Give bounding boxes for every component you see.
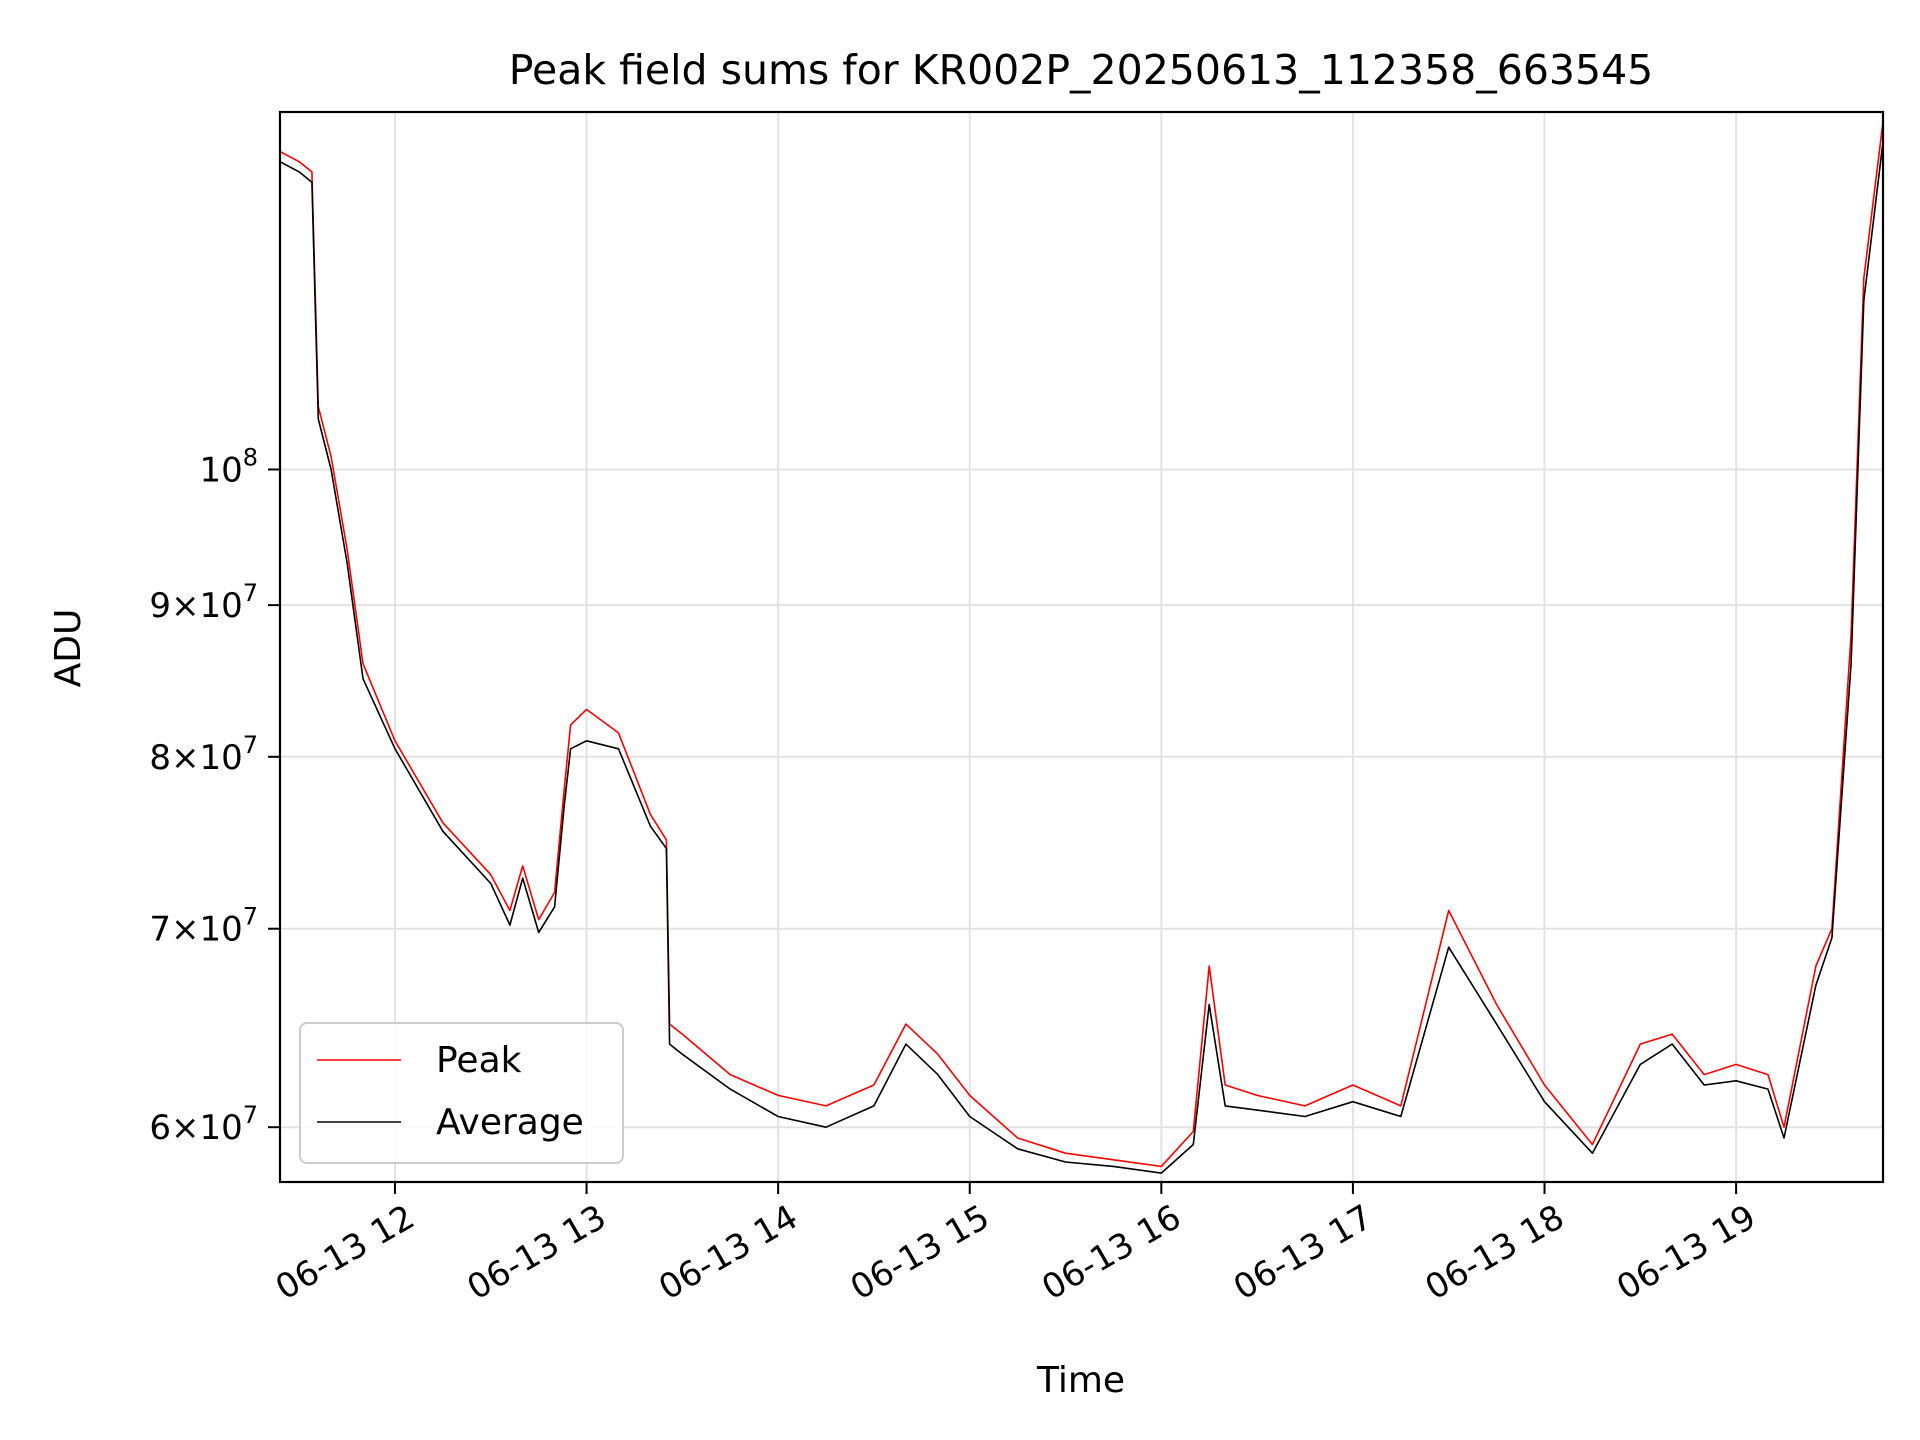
chart-title: Peak field sums for KR002P_20250613_1123… [509,46,1654,94]
y-tick-label: 7×107 [149,903,258,950]
y-axis-label: ADU [48,609,89,688]
y-axis-ticks: 6×107 7×107 8×107 9×107 108 [149,443,280,1148]
y-tick-label: 8×107 [149,731,258,778]
legend-label-average: Average [436,1102,584,1143]
legend-box [299,1022,624,1164]
y-tick-label: 9×107 [149,579,258,626]
y-tick-label: 6×107 [149,1101,258,1148]
plot-frame [278,110,1885,1184]
x-axis-label: Time [1036,1360,1125,1401]
legend: Peak Average [299,1022,624,1164]
legend-label-peak: Peak [436,1040,522,1081]
series-line-average [279,141,1884,1174]
series-line-peak [279,121,1884,1168]
y-tick-label: 108 [199,443,258,490]
plot-series [279,121,1884,1174]
